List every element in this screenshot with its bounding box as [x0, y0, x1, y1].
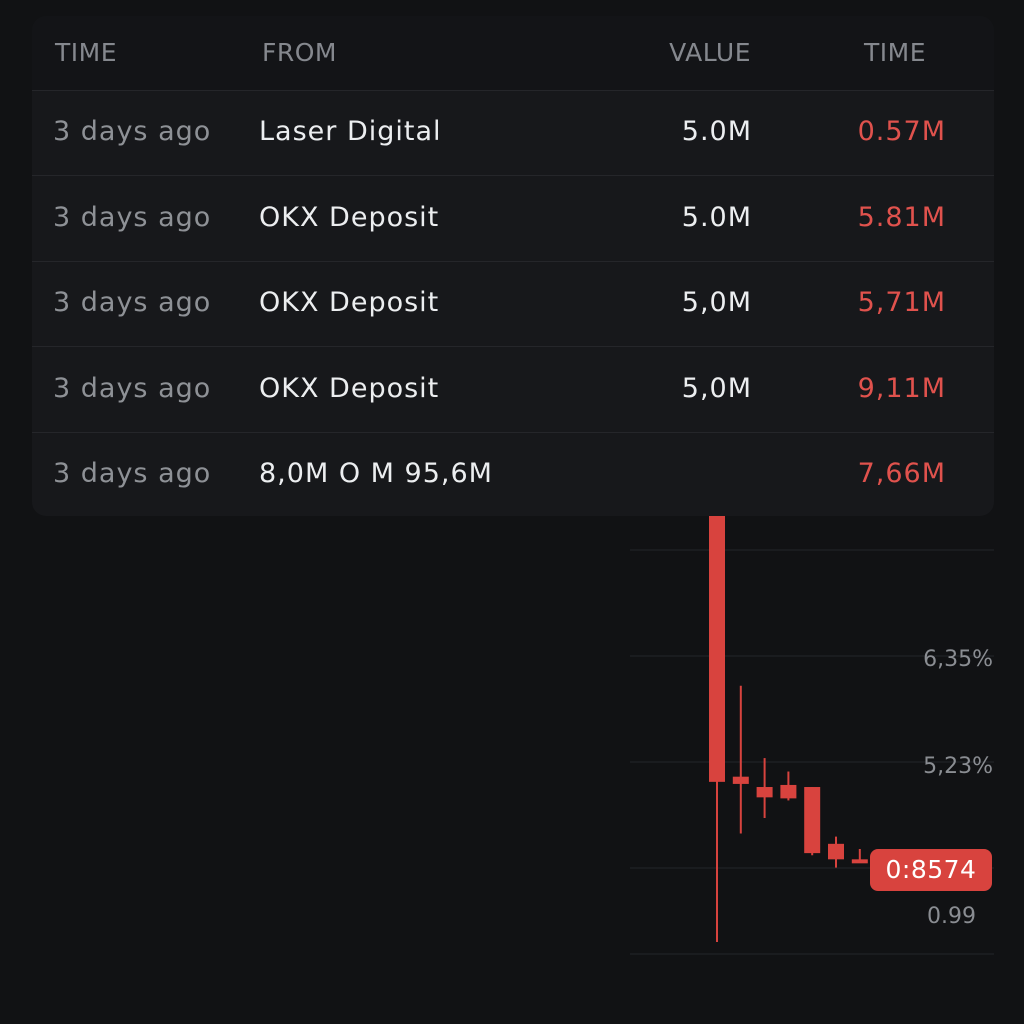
row-value: 5,0M [681, 373, 752, 404]
row-from[interactable]: OKX Deposit [259, 373, 440, 404]
candle-body [851, 859, 868, 864]
row-time: 3 days ago [53, 202, 212, 233]
row-time: 3 days ago [53, 373, 212, 404]
table-header: TIME FROM VALUE TIME [32, 16, 994, 91]
candle-body [804, 787, 821, 854]
candle-body [732, 776, 749, 784]
candle-body [756, 787, 773, 798]
row-from[interactable]: Laser Digital [259, 116, 442, 147]
table-row[interactable]: 3 days ago Laser Digital 5.0M 0.57M [32, 90, 994, 176]
row-time: 3 days ago [53, 287, 212, 318]
chart-gridlines [630, 549, 994, 955]
row-from[interactable]: 8,0M O M 95,6M [259, 458, 493, 489]
row-amount: 0.57M [857, 116, 946, 147]
y-tick-label: 5,23% [923, 754, 993, 779]
row-time: 3 days ago [53, 458, 212, 489]
header-time-secondary[interactable]: TIME [863, 38, 926, 67]
y-tick-label: 0.99 [927, 904, 976, 929]
candle-body [780, 784, 797, 799]
table-row[interactable]: 3 days ago OKX Deposit 5,0M 9,11M [32, 347, 994, 433]
y-axis-labels: 6,35% 5,23% 0.99 [923, 647, 993, 929]
current-price-tag: 0:8574 [870, 849, 992, 891]
row-amount: 5,71M [857, 287, 946, 318]
row-from[interactable]: OKX Deposit [259, 287, 440, 318]
row-amount: 9,11M [857, 373, 946, 404]
row-value: 5,0M [681, 287, 752, 318]
row-amount: 5.81M [857, 202, 946, 233]
row-amount: 7,66M [857, 458, 946, 489]
table-row[interactable]: 3 days ago 8,0M O M 95,6M 7,66M [32, 432, 994, 516]
table-row[interactable]: 3 days ago OKX Deposit 5.0M 5.81M [32, 176, 994, 262]
row-value: 5.0M [681, 202, 752, 233]
y-tick-label: 6,35% [923, 647, 993, 672]
row-from[interactable]: OKX Deposit [259, 202, 440, 233]
row-value: 5.0M [681, 116, 752, 147]
table-row[interactable]: 3 days ago OKX Deposit 5,0M 5,71M [32, 261, 994, 347]
row-time: 3 days ago [53, 116, 212, 147]
transfers-table: TIME FROM VALUE TIME 3 days ago Laser Di… [32, 16, 994, 516]
header-from[interactable]: FROM [262, 38, 337, 67]
header-time[interactable]: TIME [55, 38, 118, 67]
candle-body [828, 843, 844, 860]
candle-body [709, 474, 725, 782]
header-value[interactable]: VALUE [669, 38, 751, 67]
